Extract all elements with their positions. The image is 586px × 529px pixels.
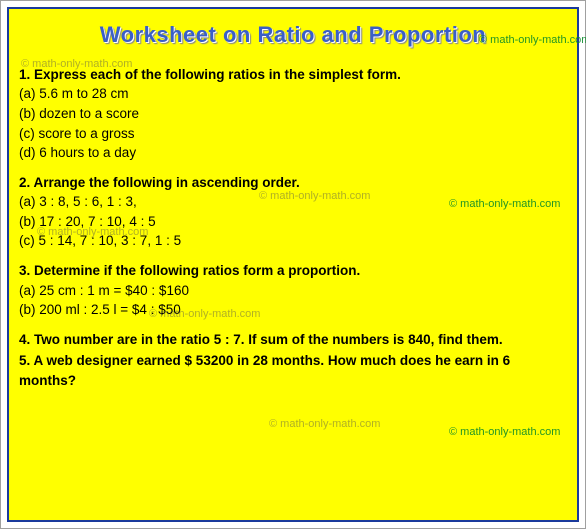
q1-heading: 1. Express each of the following ratios … xyxy=(19,65,567,85)
outer-frame: Worksheet on Ratio and Proportion 1. Exp… xyxy=(0,0,586,529)
q2-option-a: (a) 3 : 8, 5 : 6, 1 : 3, xyxy=(19,192,567,212)
worksheet-title: Worksheet on Ratio and Proportion xyxy=(19,19,567,51)
watermark-text: © math-only-math.com xyxy=(269,417,380,433)
q1-option-d: (d) 6 hours to a day xyxy=(19,143,567,163)
worksheet-sheet: Worksheet on Ratio and Proportion 1. Exp… xyxy=(7,7,579,522)
q2-option-b: (b) 17 : 20, 7 : 10, 4 : 5 xyxy=(19,212,567,232)
q3-option-b: (b) 200 ml : 2.5 l = $4 : $50 xyxy=(19,300,567,320)
q5-heading: 5. A web designer earned $ 53200 in 28 m… xyxy=(19,351,567,390)
q1-option-a: (a) 5.6 m to 28 cm xyxy=(19,84,567,104)
q1-option-b: (b) dozen to a score xyxy=(19,104,567,124)
q2-heading: 2. Arrange the following in ascending or… xyxy=(19,173,567,193)
q1-option-c: (c) score to a gross xyxy=(19,124,567,144)
q4-heading: 4. Two number are in the ratio 5 : 7. If… xyxy=(19,330,567,350)
watermark-text: © math-only-math.com xyxy=(449,425,560,441)
q3-option-a: (a) 25 cm : 1 m = $40 : $160 xyxy=(19,281,567,301)
q3-heading: 3. Determine if the following ratios for… xyxy=(19,261,567,281)
q2-option-c: (c) 5 : 14, 7 : 10, 3 : 7, 1 : 5 xyxy=(19,231,567,251)
